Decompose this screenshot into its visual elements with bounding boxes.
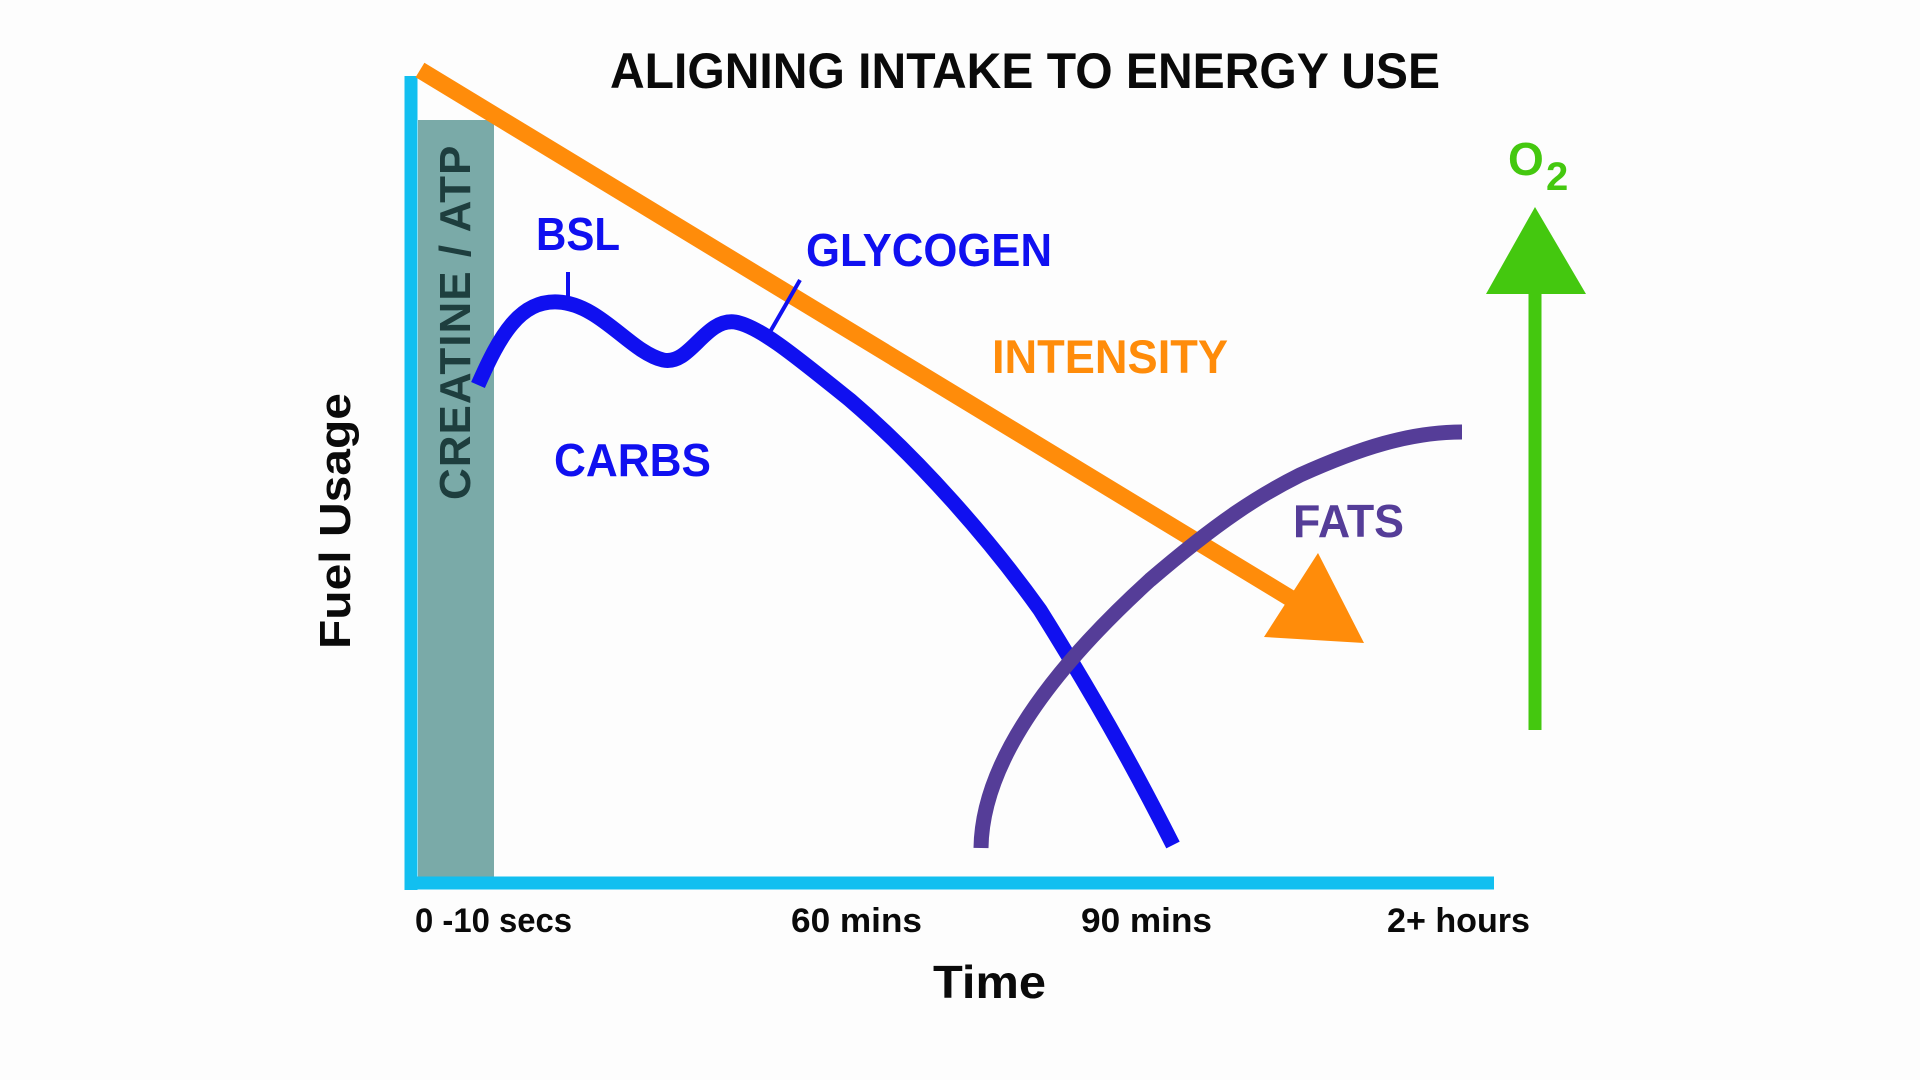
fats-curve	[973, 424, 1463, 849]
chart-title: ALIGNING INTAKE TO ENERGY USE	[610, 43, 1440, 99]
x-tick-label: 60 mins	[791, 902, 922, 940]
intensity-label: INTENSITY	[992, 330, 1228, 383]
glycogen-tick	[768, 279, 802, 333]
intensity-line	[415, 62, 1295, 606]
oxygen-subscript: 2	[1546, 155, 1568, 199]
carbs-curve	[471, 294, 1180, 849]
x-tick-label: 2+ hours	[1387, 902, 1530, 940]
intensity-arrowhead	[1264, 553, 1364, 643]
x-axis-label: Time	[933, 956, 1046, 1008]
oxygen-arrowhead	[1486, 207, 1586, 294]
creatine-label: CREATINE / ATP	[431, 145, 480, 500]
x-tick-label: 0 -10 secs	[415, 902, 572, 940]
oxygen-label: O 2	[1508, 133, 1568, 199]
creatine-band	[418, 120, 494, 882]
carbs-label: CARBS	[554, 434, 711, 486]
oxygen-symbol: O	[1508, 133, 1544, 185]
y-axis-label: Fuel Usage	[311, 393, 360, 649]
fats-label: FATS	[1293, 495, 1404, 547]
x-tick-label: 90 mins	[1081, 902, 1212, 940]
glycogen-label: GLYCOGEN	[806, 224, 1052, 276]
bsl-label: BSL	[536, 208, 620, 260]
